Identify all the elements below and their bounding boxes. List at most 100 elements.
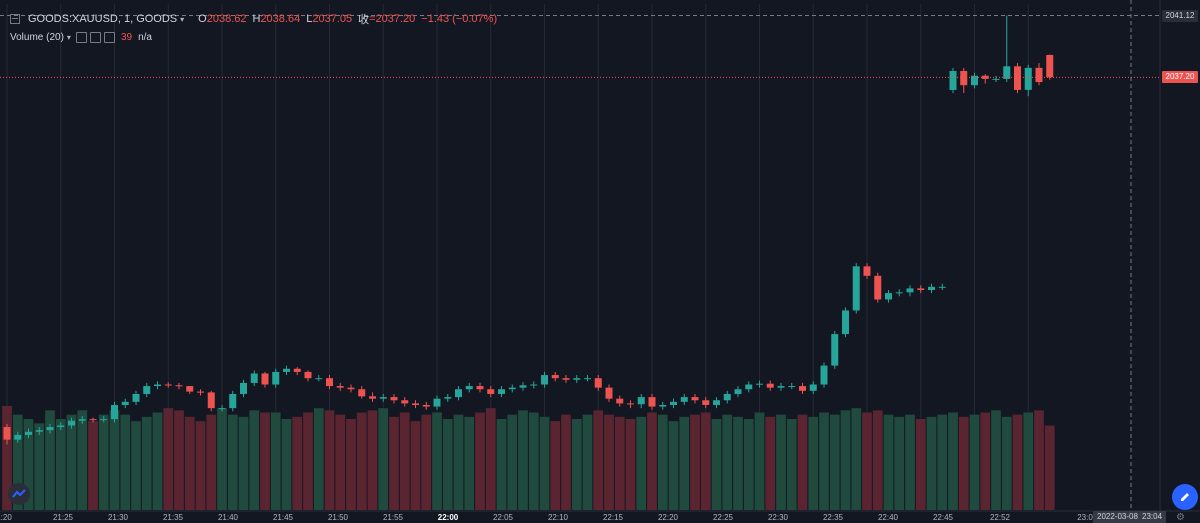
candle-body [240, 382, 247, 394]
candle-body [390, 397, 398, 401]
candle-body [336, 386, 344, 388]
volume-bar [582, 414, 593, 510]
time-axis-label: 23:0 [1077, 513, 1093, 522]
collapse-legend-icon[interactable] [10, 14, 20, 24]
candle-body [917, 288, 925, 290]
volume-bar [292, 416, 303, 510]
volume-bar [894, 416, 905, 510]
candle-body [895, 292, 903, 294]
volume-bar [184, 416, 195, 510]
candle-body [326, 378, 333, 387]
candle-body [487, 389, 495, 394]
volume-bar [625, 419, 636, 510]
volume-bar [66, 414, 77, 510]
time-axis-label: 22:25 [712, 513, 734, 522]
crosshair-time-label: 23:04 [1138, 511, 1167, 523]
volume-bar [776, 414, 786, 510]
volume-bar [991, 410, 1001, 510]
candle-body [702, 400, 710, 405]
volume-bar [356, 412, 367, 510]
candle-body [627, 403, 634, 405]
candle-body [154, 384, 161, 387]
candle-body [218, 408, 226, 410]
candle-body [283, 368, 290, 372]
symbol-title[interactable]: GOODS:XAUUSD, 1, GOODS [28, 13, 178, 25]
volume-bar [905, 414, 915, 510]
candle-body [971, 75, 978, 86]
candle-body [46, 427, 54, 431]
volume-bar [141, 416, 152, 510]
low-label: L [306, 13, 313, 25]
candle-body [519, 385, 527, 388]
volume-bar [840, 410, 851, 510]
candle-body [207, 392, 215, 409]
edit-drawing-button[interactable] [1172, 484, 1198, 510]
chevron-down-icon[interactable]: ▾ [66, 32, 71, 42]
time-axis-label: 1:20 [0, 513, 12, 522]
high-label: H [252, 13, 261, 25]
open-label: O [198, 13, 207, 25]
candle-body [132, 393, 140, 402]
candle-body [78, 419, 86, 421]
volume-bar [389, 416, 399, 510]
volume-bar [195, 421, 206, 510]
settings-icon[interactable] [89, 31, 101, 43]
candle-body [573, 378, 581, 380]
candle-body [25, 431, 32, 435]
volume-indicator-title[interactable]: Volume (20) [10, 31, 64, 43]
volume-bar [238, 416, 249, 510]
volume-value: 39 [120, 31, 133, 43]
candle-body [745, 384, 753, 390]
volume-bar [969, 414, 980, 510]
volume-bar [77, 410, 88, 510]
candle-body [928, 286, 935, 290]
volume-bar [765, 416, 776, 510]
volume-bar [367, 410, 378, 510]
volume-bar [109, 410, 120, 510]
candle-body [1003, 66, 1011, 79]
gear-icon[interactable]: ⚙ [1176, 512, 1185, 523]
volume-bar [636, 416, 647, 510]
candle-body [551, 375, 559, 379]
volume-bar [743, 419, 754, 510]
volume-bar [313, 408, 324, 510]
volume-bar [55, 419, 66, 510]
volume-bar [260, 412, 270, 510]
close-icon[interactable] [103, 31, 115, 43]
candle-body [637, 397, 645, 405]
candle-body [465, 386, 473, 390]
volume-bar [485, 408, 496, 510]
candle-body [57, 425, 65, 428]
volume-bar [1034, 410, 1044, 510]
legend-main-row: GOODS:XAUUSD, 1, GOODS ▾ O 2038.62 H 2038.6… [10, 11, 497, 27]
volume-bar [453, 414, 464, 510]
volume-bar [206, 414, 217, 510]
close-label: 收 [358, 14, 370, 26]
open-value: 2038.62 [206, 13, 247, 25]
visibility-icon[interactable] [75, 31, 87, 43]
candle-body [358, 389, 366, 397]
candle-body [949, 71, 957, 90]
volume-bar [324, 410, 335, 510]
tradingview-logo-icon[interactable] [8, 483, 30, 505]
candle-body [401, 400, 409, 404]
volume-bar [829, 414, 840, 510]
volume-bar [679, 416, 690, 510]
volume-bar [303, 412, 313, 510]
candle-body [659, 404, 667, 407]
candle-body [1024, 67, 1032, 90]
candle-body [186, 386, 194, 392]
volume-bar [378, 408, 389, 510]
candle-body [992, 78, 1000, 80]
volume-bar [722, 414, 733, 510]
volume-bar [410, 421, 421, 510]
close-value: =2037.20 [369, 13, 416, 25]
time-axis-label: 22:52 [989, 513, 1011, 522]
volume-bar [421, 414, 432, 510]
chevron-down-icon[interactable]: ▾ [180, 14, 185, 24]
time-axis-label: 22:45 [932, 513, 954, 522]
time-axis-label: 21:30 [107, 513, 129, 522]
candle-body [874, 275, 882, 300]
candle-body [777, 386, 785, 388]
